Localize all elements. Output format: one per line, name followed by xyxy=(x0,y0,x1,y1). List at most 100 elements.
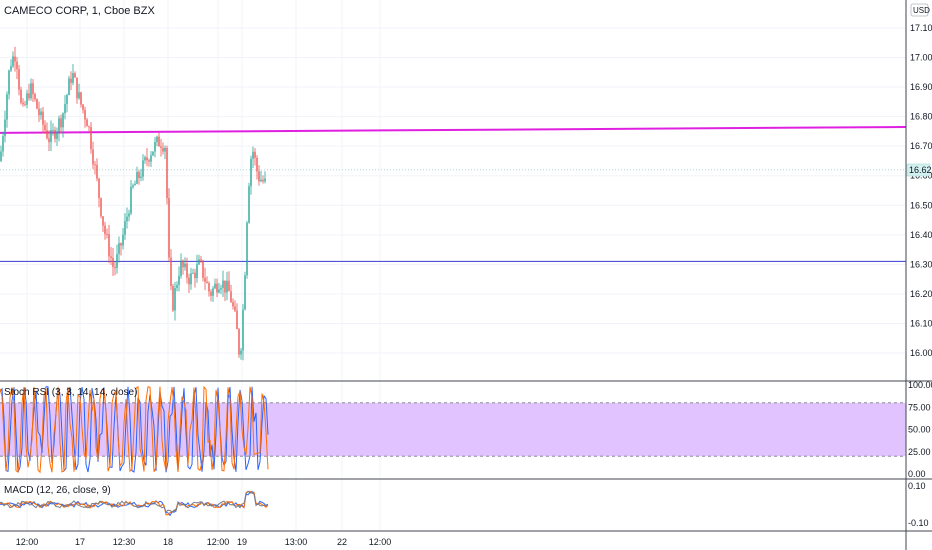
price-tick-label: 17.00 xyxy=(910,53,932,63)
candle-body xyxy=(34,94,36,100)
candle-body xyxy=(60,118,62,128)
macd-tick-label: 0.10 xyxy=(908,481,926,491)
candle-body xyxy=(198,259,200,265)
candle-body xyxy=(220,287,222,290)
macd-lines xyxy=(0,490,269,517)
price-axis[interactable]: 17.1017.0016.9016.8016.7016.6016.5016.40… xyxy=(910,23,932,358)
price-tick-label: 16.40 xyxy=(910,230,932,240)
time-tick-label: 12:00 xyxy=(369,537,392,547)
candle-body xyxy=(54,129,56,139)
candle-body xyxy=(192,272,194,274)
time-tick-label: 12:30 xyxy=(113,537,136,547)
chart-title: CAMECO CORP, 1, Cboe BZX xyxy=(4,5,155,17)
candles xyxy=(0,46,266,361)
time-axis[interactable]: 12:00 17 12:30 18 12:00 19 13:00 22 12:00 xyxy=(16,537,392,547)
stoch-axis[interactable]: 100.00 75.00 50.00 25.00 0.00 xyxy=(908,380,932,479)
candle-body xyxy=(130,186,132,214)
candle-body xyxy=(124,221,126,235)
macd-histogram-line xyxy=(0,490,269,513)
candle-body xyxy=(56,131,58,139)
candle-body xyxy=(40,111,42,116)
candle-body xyxy=(184,263,186,268)
candle-body xyxy=(194,272,196,279)
price-tick-label: 16.80 xyxy=(910,112,932,122)
candle-body xyxy=(110,256,112,258)
candle-body xyxy=(52,129,54,131)
candle-body xyxy=(226,280,228,293)
candle-body xyxy=(26,93,28,105)
candle-body xyxy=(152,151,154,156)
candle-body xyxy=(144,157,146,161)
candle-body xyxy=(86,119,88,127)
candle-body xyxy=(244,275,246,310)
currency-badge[interactable] xyxy=(910,3,929,17)
candle-body xyxy=(166,147,168,199)
candle-body xyxy=(218,289,220,293)
candle-body xyxy=(128,213,130,217)
candle-body xyxy=(6,94,8,120)
price-tick-label: 17.10 xyxy=(910,23,932,33)
candle-body xyxy=(122,234,124,246)
candle-body xyxy=(94,164,96,166)
candle-body xyxy=(98,178,100,199)
candle-body xyxy=(108,234,110,257)
candle-body xyxy=(196,264,198,279)
candle-body xyxy=(240,350,242,355)
candle-body xyxy=(38,108,40,116)
price-tick-label: 16.20 xyxy=(910,289,932,299)
time-tick-label: 18 xyxy=(163,537,173,547)
candle-body xyxy=(150,155,152,162)
candle-body xyxy=(4,119,6,137)
candle-body xyxy=(66,95,68,105)
candle-body xyxy=(258,171,260,182)
candle-body xyxy=(120,243,122,246)
candle-body xyxy=(28,93,30,99)
candle-body xyxy=(252,151,254,159)
stoch-tick-label: 100.00 xyxy=(908,380,932,390)
candle-body xyxy=(216,283,218,293)
candle-body xyxy=(234,306,236,311)
candle-body xyxy=(178,275,180,285)
candle-body xyxy=(256,157,258,172)
candle-body xyxy=(2,136,4,152)
candle-body xyxy=(200,259,202,261)
candle-body xyxy=(102,216,104,226)
candle-body xyxy=(242,309,244,351)
candle-body xyxy=(162,147,164,152)
candle-body xyxy=(134,183,136,186)
candle-body xyxy=(204,277,206,282)
stoch-tick-label: 0.00 xyxy=(908,469,926,479)
candle-body xyxy=(64,104,66,114)
last-price-label: 16.62 xyxy=(909,165,932,175)
stoch-k-line xyxy=(0,386,269,473)
candle-body xyxy=(148,160,150,162)
candle-body xyxy=(118,243,120,255)
candle-body xyxy=(212,288,214,296)
candle-body xyxy=(30,83,32,99)
candle-body xyxy=(80,92,82,105)
macd-tick-label: -0.10 xyxy=(908,518,929,528)
candle-body xyxy=(96,164,98,179)
candle-body xyxy=(84,109,86,120)
candle-body xyxy=(62,113,64,128)
candle-body xyxy=(236,310,238,330)
macd-axis[interactable]: 0.10 -0.10 xyxy=(908,481,929,528)
candle-body xyxy=(206,281,208,284)
candle-body xyxy=(72,73,74,83)
time-tick-label: 19 xyxy=(237,537,247,547)
stoch-tick-label: 25.00 xyxy=(908,447,931,457)
candle-body xyxy=(232,302,234,307)
candle-body xyxy=(46,130,48,139)
candle-body xyxy=(12,56,14,67)
time-tick-label: 22 xyxy=(337,537,347,547)
candle-body xyxy=(208,283,210,292)
price-tick-label: 16.30 xyxy=(910,259,932,269)
macd-title: MACD (12, 26, close, 9) xyxy=(4,485,111,496)
candle-body xyxy=(78,92,80,99)
candle-body xyxy=(228,280,230,292)
candle-body xyxy=(106,234,108,235)
candle-body xyxy=(138,172,140,178)
candle-body xyxy=(262,179,264,182)
candle-body xyxy=(264,178,266,182)
